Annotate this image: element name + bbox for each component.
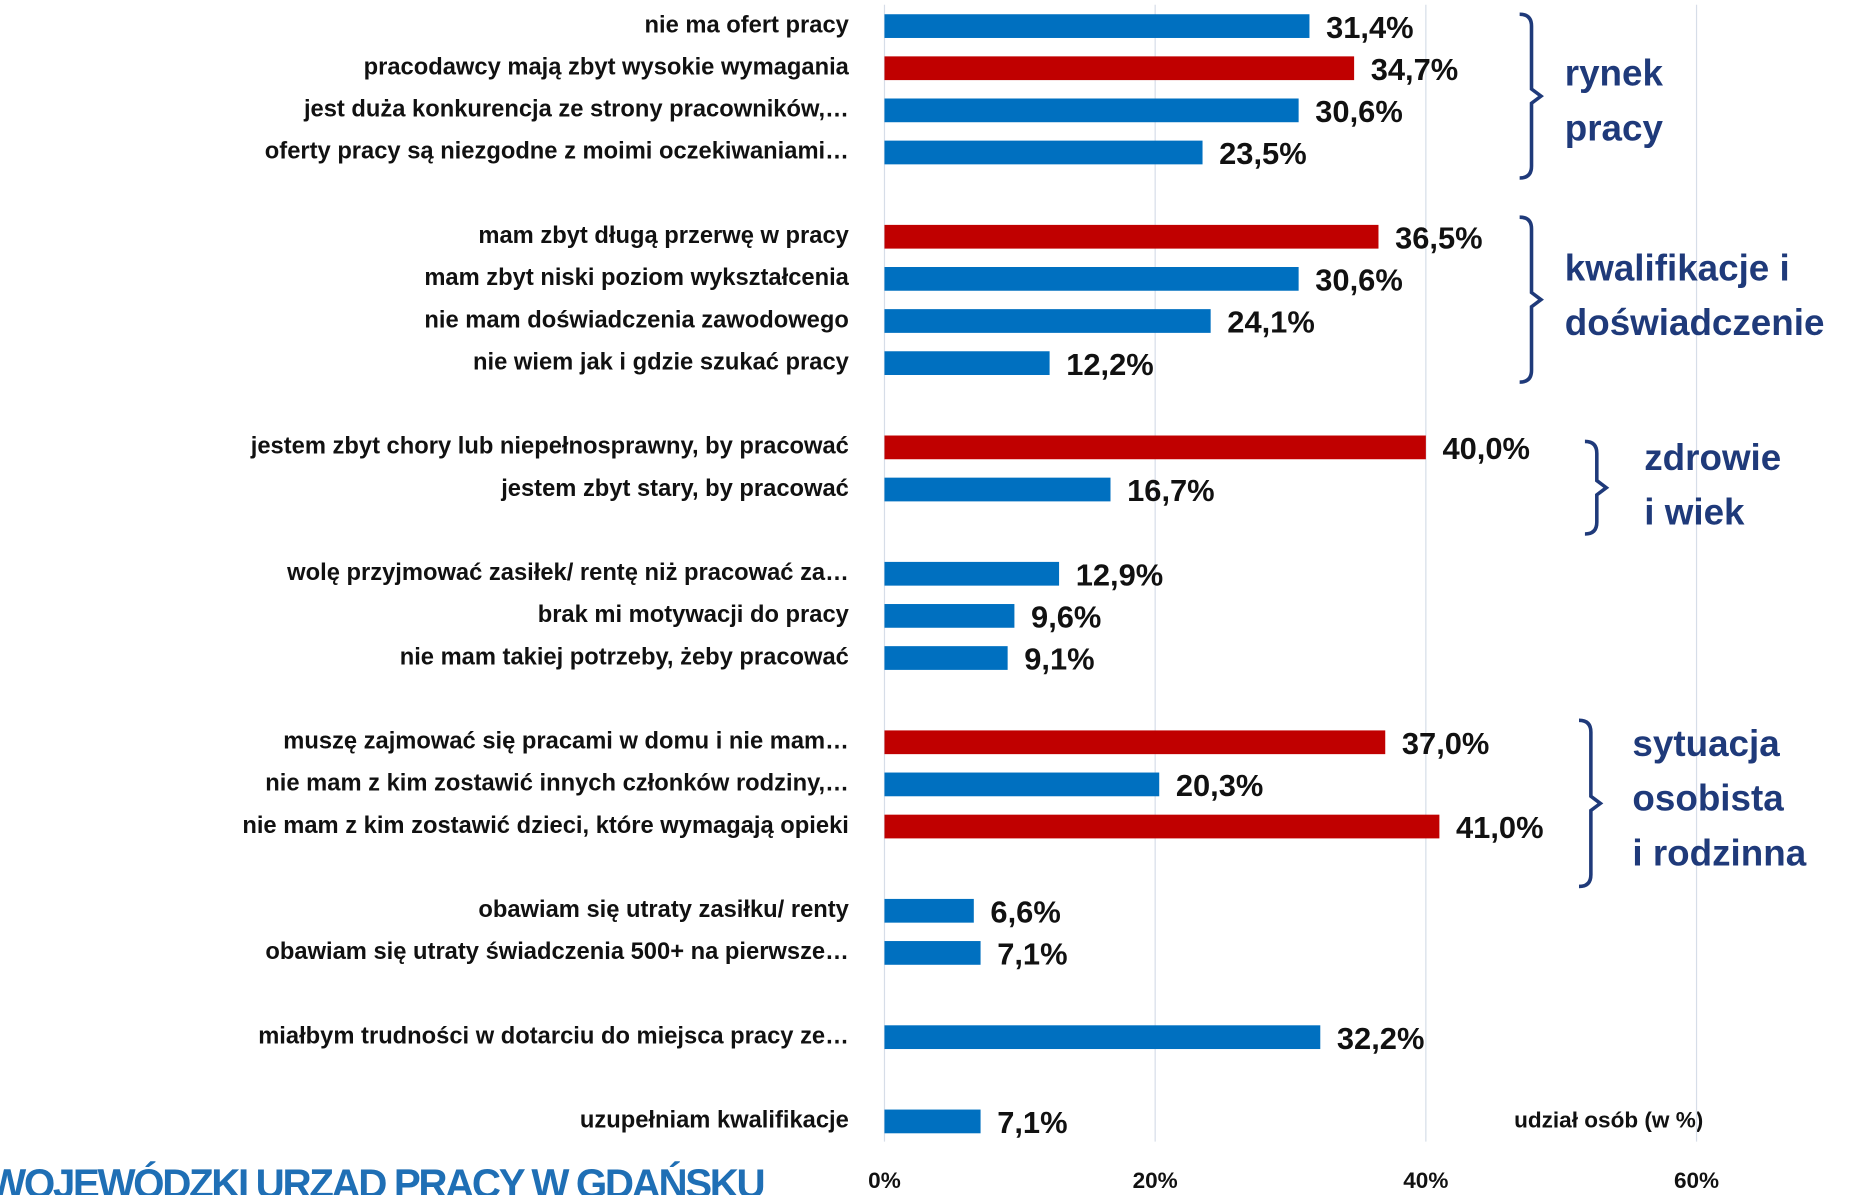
category-label: obawiam się utraty zasiłku/ renty bbox=[478, 897, 849, 923]
bar bbox=[884, 224, 1379, 249]
category-label: jest duża konkurencja ze strony pracowni… bbox=[303, 97, 849, 123]
group-label: pracy bbox=[1565, 107, 1664, 148]
x-tick-label: 40% bbox=[1403, 1168, 1448, 1193]
bar bbox=[884, 435, 1426, 460]
group-label: i wiek bbox=[1644, 492, 1745, 533]
value-label: 30,6% bbox=[1315, 263, 1403, 298]
group-label: sytuacja bbox=[1632, 723, 1780, 764]
group-label: kwalifikacje i bbox=[1565, 247, 1790, 288]
category-label: wolę przyjmować zasiłek/ rentę niż praco… bbox=[286, 560, 849, 586]
value-label: 7,1% bbox=[997, 1105, 1067, 1140]
bar bbox=[884, 14, 1310, 38]
bar bbox=[884, 1025, 1321, 1050]
x-tick-label: 0% bbox=[868, 1168, 901, 1193]
category-label: uzupełniam kwalifikacje bbox=[580, 1108, 849, 1134]
bar bbox=[884, 646, 1008, 670]
category-label: miałbym trudności w dotarciu do miejsca … bbox=[258, 1023, 849, 1049]
bar bbox=[884, 98, 1299, 123]
group-label: osobista bbox=[1632, 778, 1784, 819]
group-label: zdrowie bbox=[1644, 437, 1781, 478]
bar bbox=[884, 772, 1160, 797]
category-label: jestem zbyt stary, by pracować bbox=[500, 476, 849, 502]
value-label: 23,5% bbox=[1219, 136, 1307, 171]
value-label: 30,6% bbox=[1315, 94, 1403, 129]
value-label: 40,0% bbox=[1442, 431, 1530, 466]
group-bracket bbox=[1519, 215, 1544, 384]
group-bracket bbox=[1578, 718, 1604, 889]
category-label: mam zbyt niski poziom wykształcenia bbox=[424, 265, 849, 291]
value-label: 34,7% bbox=[1371, 52, 1459, 87]
bar bbox=[884, 941, 981, 965]
bar bbox=[884, 351, 1050, 375]
bar bbox=[884, 477, 1111, 502]
x-axis-label: udział osób (w %) bbox=[1514, 1107, 1703, 1132]
value-label: 32,2% bbox=[1337, 1021, 1425, 1056]
category-label: oferty pracy są niezgodne z moimi oczeki… bbox=[265, 139, 849, 165]
bar bbox=[884, 309, 1211, 333]
value-label: 16,7% bbox=[1127, 473, 1215, 508]
category-label: nie mam z kim zostawić dzieci, które wym… bbox=[242, 813, 849, 839]
value-label: 7,1% bbox=[997, 937, 1067, 972]
group-label: rynek bbox=[1565, 53, 1664, 94]
value-label: 20,3% bbox=[1176, 768, 1264, 803]
group-label: doświadczenie bbox=[1565, 302, 1825, 343]
x-tick-label: 60% bbox=[1674, 1168, 1719, 1193]
bar bbox=[884, 561, 1060, 586]
category-label: nie wiem jak i gdzie szukać pracy bbox=[473, 349, 850, 375]
category-label: brak mi motywacji do pracy bbox=[538, 602, 850, 628]
value-label: 6,6% bbox=[990, 895, 1060, 930]
bar bbox=[884, 814, 1440, 839]
value-label: 9,1% bbox=[1024, 642, 1094, 677]
footer: WOJEWÓDZKI URZĄD PRACY W GDAŃSKU bbox=[0, 1160, 764, 1195]
bar bbox=[884, 267, 1299, 291]
category-label: obawiam się utraty świadczenia 500+ na p… bbox=[265, 939, 848, 965]
value-label: 31,4% bbox=[1326, 10, 1414, 45]
category-label: nie mam z kim zostawić innych członków r… bbox=[265, 771, 849, 797]
category-label: nie mam doświadczenia zawodowego bbox=[424, 307, 848, 333]
x-tick-label: 20% bbox=[1133, 1168, 1178, 1193]
bar bbox=[884, 898, 974, 923]
value-label: 24,1% bbox=[1227, 305, 1315, 340]
category-label: nie mam takiej potrzeby, żeby pracować bbox=[400, 644, 849, 670]
group-label: i rodzinna bbox=[1632, 832, 1806, 873]
value-label: 12,9% bbox=[1076, 557, 1164, 592]
category-label: jestem zbyt chory lub niepełnosprawny, b… bbox=[250, 434, 849, 460]
group-bracket bbox=[1584, 439, 1610, 536]
group-bracket bbox=[1519, 12, 1544, 180]
value-label: 12,2% bbox=[1066, 347, 1154, 382]
value-label: 41,0% bbox=[1456, 810, 1544, 845]
category-label: nie ma ofert pracy bbox=[644, 12, 849, 38]
value-label: 36,5% bbox=[1395, 220, 1483, 255]
category-label: mam zbyt długą przerwę w pracy bbox=[478, 223, 849, 249]
bar bbox=[884, 730, 1386, 755]
value-label: 9,6% bbox=[1031, 600, 1101, 635]
bar bbox=[884, 604, 1015, 628]
bar bbox=[884, 140, 1203, 165]
bar bbox=[884, 1109, 981, 1134]
value-label: 37,0% bbox=[1402, 726, 1490, 761]
category-label: muszę zajmować się pracami w domu i nie … bbox=[283, 729, 849, 755]
category-label: pracodawcy mają zbyt wysokie wymagania bbox=[364, 55, 850, 81]
bar bbox=[884, 56, 1355, 81]
